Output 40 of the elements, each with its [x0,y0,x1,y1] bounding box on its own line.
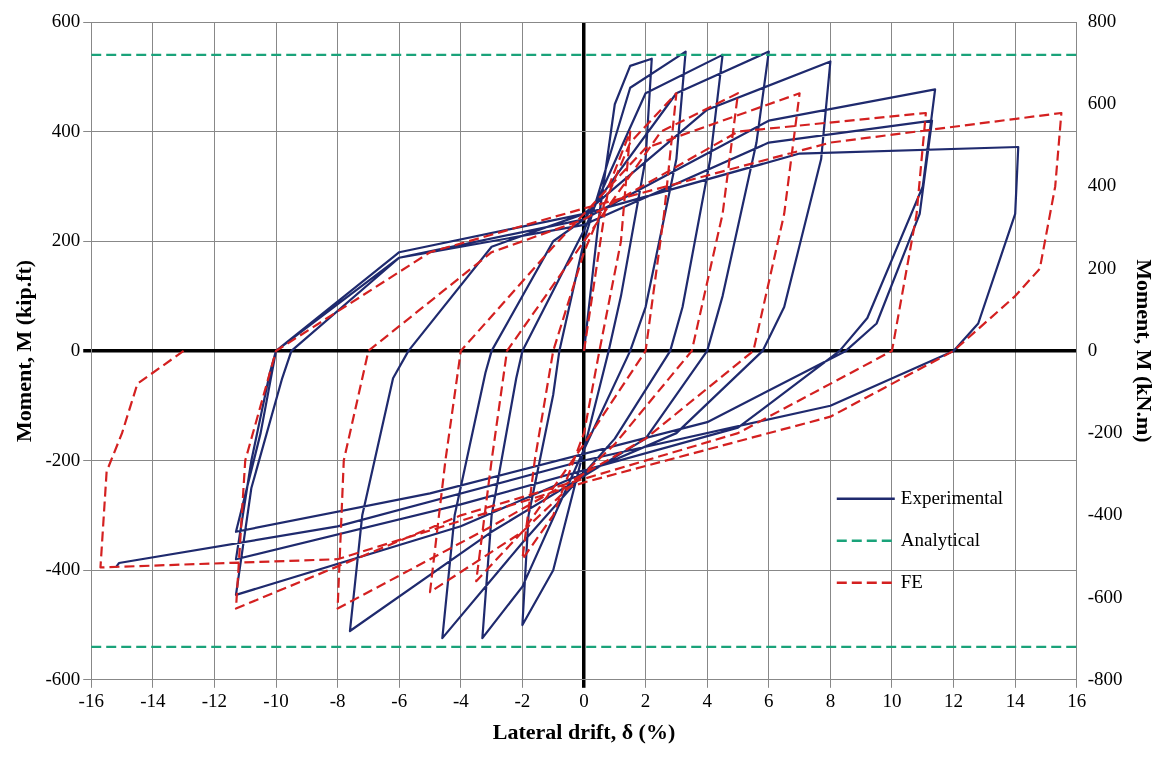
x-tick-label: 8 [825,690,836,712]
y-tick-label: -400 [45,558,81,580]
y2-tick-label: 200 [1087,256,1117,278]
legend-label: Analytical [900,528,980,550]
y-axis-title: Moment, M (kip.ft) [10,259,36,442]
legend-label: Experimental [900,486,1004,508]
x-axis-title: Lateral drift, δ (%) [492,719,676,745]
y-tick-label: 600 [51,9,81,31]
x-tick-label: -10 [263,690,289,712]
x-tick-label: 10 [882,690,902,712]
legend-label: FE [900,570,923,592]
x-tick-label: -12 [201,690,228,712]
y2-tick-label: 400 [1087,174,1117,196]
y2-tick-label: 600 [1087,92,1117,114]
y-tick-label: 200 [51,229,81,251]
x-tick-label: -6 [391,690,408,712]
x-tick-label: 6 [764,690,774,712]
y2-axis-title: Moment, M (kN.m) [1132,259,1158,443]
y-tick-label: 0 [70,338,81,360]
y-tick-label: 400 [51,119,81,141]
y2-tick-label: 800 [1087,9,1117,31]
y2-tick-label: -800 [1087,667,1123,689]
x-tick-label: -8 [329,690,346,712]
y2-tick-label: 0 [1087,338,1098,360]
y-tick-label: -200 [45,448,81,470]
y-tick-label: -600 [45,667,81,689]
y2-tick-label: -600 [1087,585,1123,607]
x-tick-label: 14 [1005,690,1026,712]
x-tick-label: -4 [452,690,470,712]
y2-tick-label: -200 [1087,421,1123,443]
x-tick-label: -2 [514,690,531,712]
x-tick-label: -16 [78,690,104,712]
y2-tick-label: -400 [1087,503,1123,525]
x-tick-label: 4 [702,690,713,712]
x-tick-label: 12 [944,690,964,712]
x-tick-label: 0 [579,690,589,712]
x-tick-label: -14 [140,690,166,712]
line-series [99,92,1063,610]
x-tick-label: 2 [640,690,651,712]
x-tick-label: 16 [1067,690,1087,712]
